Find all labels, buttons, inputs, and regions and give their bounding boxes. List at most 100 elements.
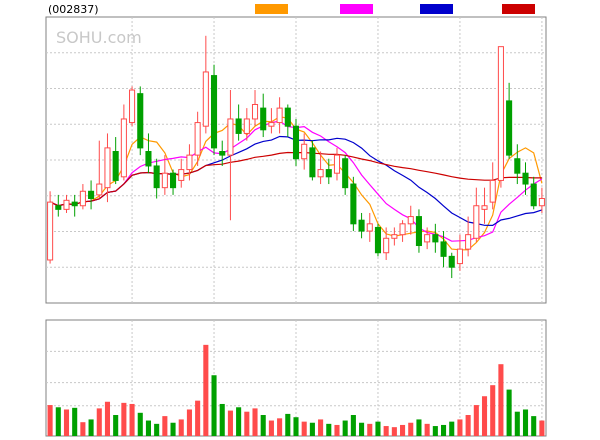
volume-bar [195,400,201,436]
volume-bar [203,344,209,436]
candle-body [129,89,136,124]
volume-bar [145,420,151,436]
volume-bar [473,405,479,436]
volume-bar [400,424,406,436]
volume-bar [252,408,258,436]
candle-body [333,154,341,174]
volume-bar [391,427,397,436]
candle-body [153,165,160,189]
candle-body [227,118,234,156]
candle-body [47,201,54,261]
stock-code: (002837) [48,3,99,16]
candle-body [407,216,414,225]
volume-bar [227,410,233,436]
volume-bar [277,418,283,436]
candle-body [309,147,316,178]
volume-bar [211,375,217,436]
volume-bar [506,389,512,436]
candle-body [210,75,218,149]
legend [255,4,535,14]
volume-bar [318,419,324,436]
volume-bar [359,422,365,436]
candle-body [465,234,472,250]
candle-body [448,255,455,268]
volume-bar [326,423,332,436]
candle-body [178,169,185,181]
legend-swatch [502,4,535,14]
volume-bar [268,420,274,436]
candle-body [383,237,390,254]
candle-body [137,93,144,149]
volume-bar [219,403,225,436]
volume-bar [162,416,168,436]
candle-body [432,234,439,243]
volume-bar [129,403,135,436]
candle-body [497,46,504,181]
candle-body [88,190,95,200]
volume-bar [72,407,78,436]
volume-bar [367,423,373,436]
candle-body [79,190,86,207]
candle-body [481,205,488,210]
volume-bar [539,420,545,436]
price-grid [46,17,546,436]
candle-body [104,147,111,189]
volume-bar [498,364,504,436]
volume-bar [309,422,315,436]
volume-bar [424,423,430,436]
volume-bar [383,426,389,436]
candle-body [399,223,406,236]
volume-grid [46,350,546,407]
volume-bar [441,424,447,436]
volume-bar [178,419,184,436]
candle-body [63,199,70,210]
candle-body [260,107,267,131]
volume-bar [154,423,160,436]
candle-body [473,205,480,239]
volume-bar [104,401,111,436]
legend-swatch [340,4,373,14]
volume-bar [113,415,119,436]
volume-bar [121,402,127,436]
candle-body [301,143,308,160]
candle-body [366,223,373,232]
candle-body [456,248,463,265]
candle-body [55,205,62,210]
volume-bar [416,419,422,436]
volume-bar [301,421,307,436]
candle-body [268,122,275,127]
candle-body [219,151,226,156]
volume-bar [236,407,242,436]
candle-body [284,107,291,127]
volume-bar [88,419,94,436]
candle-body [112,151,119,181]
candle-body [350,183,357,225]
volume-bar [350,415,356,436]
volume-bar [293,417,299,436]
candle-body [170,172,177,189]
candle-body [243,118,250,134]
candle-body [202,71,209,127]
volume-bars [47,344,545,436]
candle-body [374,226,382,254]
candlesticks [47,35,545,279]
candle-body [506,100,513,156]
watermark: SOHU.com [56,28,142,47]
volume-bar [457,419,463,436]
volume-bar [490,385,496,436]
candle-body [317,169,324,178]
candle-body [522,172,529,185]
candle-body [251,103,259,120]
candle-body [415,216,422,247]
volume-bar [260,415,266,436]
volume-bar [55,407,61,436]
volume-bar [63,409,70,436]
candle-body [530,183,537,207]
candle-body [440,241,447,257]
candle-body [538,198,545,207]
candle-body [514,158,521,174]
volume-bar [531,416,537,436]
candle-body [235,118,242,134]
volume-bar [170,422,176,436]
